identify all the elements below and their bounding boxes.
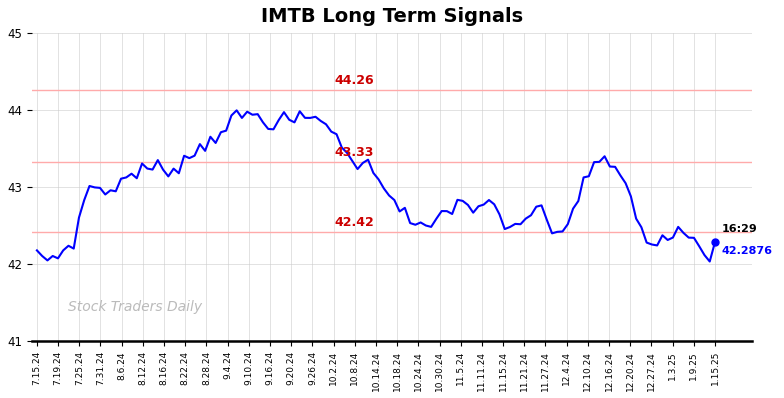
Text: 42.42: 42.42 xyxy=(334,216,374,229)
Title: IMTB Long Term Signals: IMTB Long Term Signals xyxy=(260,7,523,26)
Text: 44.26: 44.26 xyxy=(334,74,374,87)
Text: 16:29: 16:29 xyxy=(721,224,757,234)
Text: Stock Traders Daily: Stock Traders Daily xyxy=(67,300,201,314)
Text: 42.2876: 42.2876 xyxy=(721,246,772,256)
Text: 43.33: 43.33 xyxy=(334,146,373,159)
